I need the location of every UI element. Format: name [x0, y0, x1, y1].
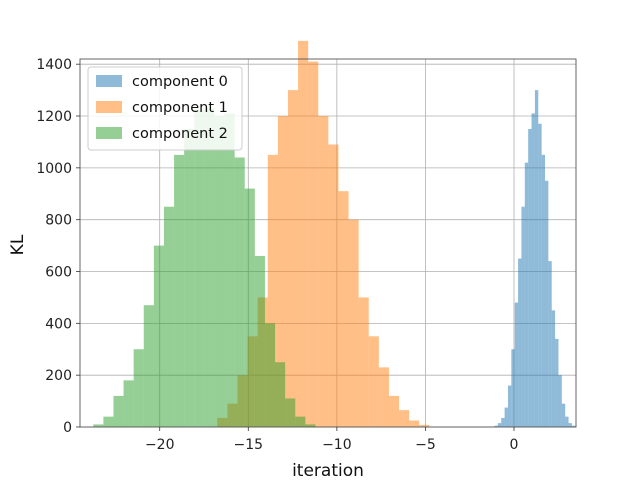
y-tick-label: 200: [45, 368, 72, 384]
legend-label: component 0: [132, 74, 228, 90]
x-axis-ticks: −20 −15 −10 −5 0: [145, 427, 519, 453]
x-tick-label: −15: [234, 437, 264, 453]
histogram-bar: [497, 423, 502, 427]
histogram-bar: [507, 385, 512, 427]
histogram-bar: [518, 258, 522, 427]
legend-label: component 2: [132, 126, 228, 142]
histogram-bar: [548, 261, 552, 427]
histogram-bar: [511, 349, 515, 427]
series-0: [494, 90, 576, 428]
y-tick-label: 400: [45, 316, 72, 332]
histogram-bar: [285, 398, 296, 427]
legend-box: [87, 66, 243, 151]
histogram-bar: [295, 416, 306, 427]
plot-frame: [79, 58, 577, 428]
histogram-bar: [388, 395, 400, 427]
histogram-bar: [267, 154, 278, 427]
y-tick-label: 0: [63, 420, 72, 436]
histogram-bar: [103, 416, 114, 427]
histogram-bar: [528, 128, 532, 427]
histogram-bar: [534, 90, 539, 427]
y-axis-ticks: 0 200 400 600 800 1000 1200 1400: [36, 57, 80, 436]
histogram-bar: [204, 108, 215, 427]
legend-swatch: [96, 101, 122, 113]
x-axis-label: iteration: [292, 461, 364, 480]
histogram-bar: [521, 206, 525, 427]
histogram-bar: [409, 420, 420, 427]
histogram-bar: [571, 425, 576, 427]
histogram-bar: [555, 338, 559, 427]
histogram-bar: [524, 162, 529, 427]
legend-swatch: [96, 75, 122, 87]
histogram-bar: [538, 123, 542, 428]
histogram-bar: [568, 423, 572, 427]
histogram-bar: [501, 417, 505, 427]
y-tick-label: 800: [45, 213, 72, 229]
histogram-bar: [368, 336, 379, 427]
histogram-bar: [419, 424, 430, 427]
y-axis-label: KL: [8, 234, 28, 255]
histogram-bar: [244, 188, 255, 427]
histogram-bar: [174, 154, 185, 427]
histogram-bar: [305, 424, 316, 427]
histogram-bar: [531, 113, 535, 427]
histogram-bar: [234, 157, 245, 427]
legend: component 0 component 1 component 2: [87, 66, 243, 151]
histogram-bar: [277, 116, 288, 427]
histogram-bar: [551, 310, 556, 427]
histogram-bar: [214, 116, 225, 427]
histogram-bar: [224, 113, 235, 427]
histogram-bar: [558, 375, 562, 427]
y-tick-label: 1200: [36, 109, 72, 125]
histogram-bar: [318, 116, 329, 427]
y-tick-label: 1400: [36, 57, 72, 73]
histogram-bar: [399, 410, 410, 427]
histogram-bar: [143, 305, 154, 427]
histogram-bar: [378, 367, 389, 427]
series-2: [93, 108, 316, 427]
legend-label: component 1: [132, 100, 228, 116]
histogram-bar: [254, 255, 265, 427]
histogram-bar: [194, 109, 205, 427]
histogram-bar: [287, 90, 299, 427]
histogram-bar: [541, 154, 545, 427]
histogram-bar: [561, 403, 566, 427]
histogram-bar: [504, 407, 508, 427]
histogram-bar: [93, 424, 104, 427]
histogram-bar: [153, 245, 164, 427]
y-tick-label: 600: [45, 265, 72, 281]
histogram-bar: [328, 144, 339, 428]
histogram-bar: [298, 40, 309, 427]
histogram-bar: [338, 191, 349, 427]
histogram-bar: [113, 395, 124, 427]
histogram-bar: [348, 219, 359, 427]
histogram-bar: [163, 206, 175, 427]
histogram-bar: [565, 416, 569, 427]
histogram-bar: [184, 128, 195, 427]
x-tick-label: −5: [415, 437, 436, 453]
histogram-bar: [264, 323, 276, 427]
histogram-bars: [93, 40, 576, 428]
histogram-bar: [275, 362, 286, 427]
y-tick-label: 1000: [36, 161, 72, 177]
histogram-bar: [545, 180, 549, 427]
x-tick-label: −20: [145, 437, 175, 453]
histogram-bar: [123, 380, 134, 427]
histogram-bar: [514, 302, 519, 427]
x-tick-label: 0: [510, 437, 519, 453]
legend-swatch: [96, 127, 122, 139]
histogram-bar: [133, 349, 144, 427]
histogram-bar: [308, 61, 319, 427]
histogram-bar: [494, 425, 498, 427]
histogram-bar: [358, 297, 369, 427]
x-tick-label: −10: [322, 437, 352, 453]
